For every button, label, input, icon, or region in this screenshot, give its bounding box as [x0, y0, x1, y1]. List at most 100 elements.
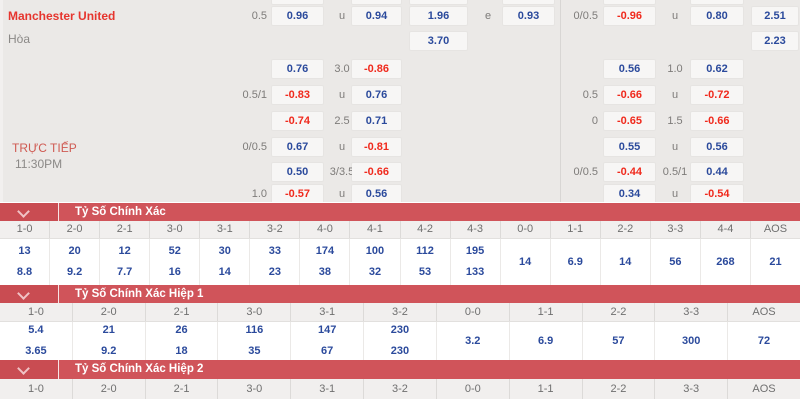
score-odds-value[interactable]: 100: [365, 245, 385, 258]
odds-value-box[interactable]: 0.80: [691, 7, 743, 25]
score-odds-cell[interactable]: 268: [701, 239, 751, 285]
score-odds-cell[interactable]: 116 35: [218, 322, 292, 360]
score-odds-value[interactable]: 230: [390, 345, 410, 357]
odds-value-box[interactable]: -0.57: [272, 185, 323, 202]
collapse-toggle[interactable]: [0, 285, 59, 303]
odds-value-box[interactable]: 1.96: [410, 7, 467, 25]
odds-value-box[interactable]: 0.55: [604, 138, 655, 156]
score-odds-value[interactable]: 35: [248, 345, 261, 357]
score-odds-cell[interactable]: 72: [728, 322, 800, 360]
score-odds-value[interactable]: 26: [175, 324, 188, 337]
score-odds-cell[interactable]: 147 67: [291, 322, 365, 360]
score-odds-value[interactable]: 5.4: [28, 324, 44, 337]
odds-value-box[interactable]: [604, 0, 655, 4]
collapse-toggle[interactable]: [0, 203, 59, 221]
chevron-down-icon[interactable]: [17, 362, 30, 375]
score-odds-value[interactable]: 53: [418, 266, 432, 278]
score-odds-cell[interactable]: 52 16: [150, 239, 201, 285]
score-odds-value[interactable]: 195: [465, 245, 485, 258]
score-odds-value[interactable]: 3.2: [465, 334, 481, 347]
score-odds-value[interactable]: 33: [268, 245, 281, 258]
odds-value-box[interactable]: -0.72: [691, 86, 743, 104]
score-odds-value[interactable]: 174: [315, 245, 335, 258]
odds-value-box[interactable]: 0.56: [352, 185, 401, 202]
score-odds-value[interactable]: 6.9: [537, 334, 554, 347]
score-odds-value[interactable]: 9.2: [66, 266, 83, 278]
section-header-bar[interactable]: Tỷ Số Chính Xác: [0, 203, 800, 221]
score-odds-cell[interactable]: 100 32: [350, 239, 401, 285]
score-odds-value[interactable]: 8.8: [16, 266, 33, 278]
score-odds-value[interactable]: 72: [757, 334, 771, 347]
odds-value-box[interactable]: 0.67: [272, 138, 323, 156]
score-odds-cell[interactable]: 300: [655, 322, 729, 360]
score-odds-cell[interactable]: 56: [651, 239, 701, 285]
odds-value-box[interactable]: 0.56: [604, 60, 655, 78]
score-odds-value[interactable]: 7.7: [117, 266, 133, 278]
score-odds-cell[interactable]: 230 230: [364, 322, 437, 360]
score-odds-value[interactable]: 6.9: [567, 255, 583, 268]
score-odds-value[interactable]: 16: [168, 266, 181, 278]
score-odds-value[interactable]: 56: [669, 255, 682, 268]
score-odds-value[interactable]: 30: [218, 245, 231, 258]
odds-value-box[interactable]: 0.34: [604, 185, 655, 202]
score-odds-value[interactable]: 300: [682, 334, 701, 347]
odds-value-box[interactable]: 0.50: [272, 163, 323, 181]
odds-value-box[interactable]: -0.65: [604, 112, 655, 130]
odds-value-box[interactable]: 0.76: [272, 60, 323, 78]
score-odds-cell[interactable]: 21 9.2: [73, 322, 146, 360]
odds-value-box[interactable]: -0.66: [604, 86, 655, 104]
score-odds-value[interactable]: 9.2: [101, 345, 117, 357]
odds-value-box[interactable]: 2.23: [752, 32, 798, 50]
chevron-down-icon[interactable]: [17, 205, 30, 218]
score-odds-value[interactable]: 14: [619, 255, 632, 268]
odds-value-box[interactable]: -0.66: [691, 112, 743, 130]
odds-value-box[interactable]: 0.94: [352, 7, 401, 25]
odds-value-box[interactable]: 0.93: [503, 7, 554, 25]
odds-value-box[interactable]: -0.54: [691, 185, 743, 202]
score-odds-cell[interactable]: 174 38: [300, 239, 351, 285]
score-odds-value[interactable]: 14: [218, 266, 231, 278]
odds-value-box[interactable]: -0.66: [352, 163, 401, 181]
odds-value-box[interactable]: -0.81: [352, 138, 401, 156]
score-odds-value[interactable]: 230: [390, 324, 410, 337]
odds-value-box[interactable]: -0.74: [272, 112, 323, 130]
chevron-down-icon[interactable]: [17, 287, 30, 300]
score-odds-value[interactable]: 13: [18, 245, 31, 258]
collapse-toggle[interactable]: [0, 360, 59, 379]
score-odds-cell[interactable]: 20 9.2: [50, 239, 101, 285]
odds-value-box[interactable]: -0.83: [272, 86, 323, 104]
score-odds-value[interactable]: 18: [175, 345, 188, 357]
score-odds-value[interactable]: 20: [68, 245, 81, 258]
score-odds-value[interactable]: 3.65: [25, 345, 47, 357]
score-odds-cell[interactable]: 30 14: [200, 239, 251, 285]
odds-value-box[interactable]: 0.56: [691, 138, 743, 156]
odds-value-box[interactable]: 0.71: [352, 112, 401, 130]
score-odds-cell[interactable]: 14: [601, 239, 651, 285]
score-odds-cell[interactable]: 6.9: [510, 322, 583, 360]
odds-value-box[interactable]: -0.44: [604, 163, 655, 181]
score-odds-value[interactable]: 116: [245, 324, 264, 337]
odds-value-box[interactable]: [352, 0, 401, 4]
score-odds-cell[interactable]: 21: [751, 239, 800, 285]
section-header-bar[interactable]: Tỷ Số Chính Xác Hiệp 1: [0, 285, 800, 303]
score-odds-value[interactable]: 52: [168, 245, 181, 258]
score-odds-value[interactable]: 112: [416, 245, 434, 258]
odds-value-box[interactable]: 0.96: [272, 7, 323, 25]
odds-value-box[interactable]: 0.76: [352, 86, 401, 104]
score-odds-cell[interactable]: 3.2: [437, 322, 510, 360]
score-odds-value[interactable]: 147: [317, 324, 337, 337]
score-odds-value[interactable]: 21: [102, 324, 115, 337]
odds-value-box[interactable]: 2.51: [752, 7, 798, 25]
score-odds-value[interactable]: 38: [318, 266, 332, 278]
score-odds-cell[interactable]: 112 53: [401, 239, 451, 285]
score-odds-value[interactable]: 57: [612, 334, 625, 347]
odds-value-box[interactable]: [410, 0, 467, 4]
score-odds-cell[interactable]: 5.4 3.65: [0, 322, 73, 360]
score-odds-cell[interactable]: 14: [501, 239, 551, 285]
score-odds-value[interactable]: 21: [769, 255, 782, 268]
score-odds-cell[interactable]: 6.9: [551, 239, 601, 285]
score-odds-cell[interactable]: 26 18: [146, 322, 219, 360]
score-odds-cell[interactable]: 33 23: [250, 239, 301, 285]
score-odds-cell[interactable]: 57: [583, 322, 656, 360]
odds-value-box[interactable]: 0.62: [691, 60, 743, 78]
